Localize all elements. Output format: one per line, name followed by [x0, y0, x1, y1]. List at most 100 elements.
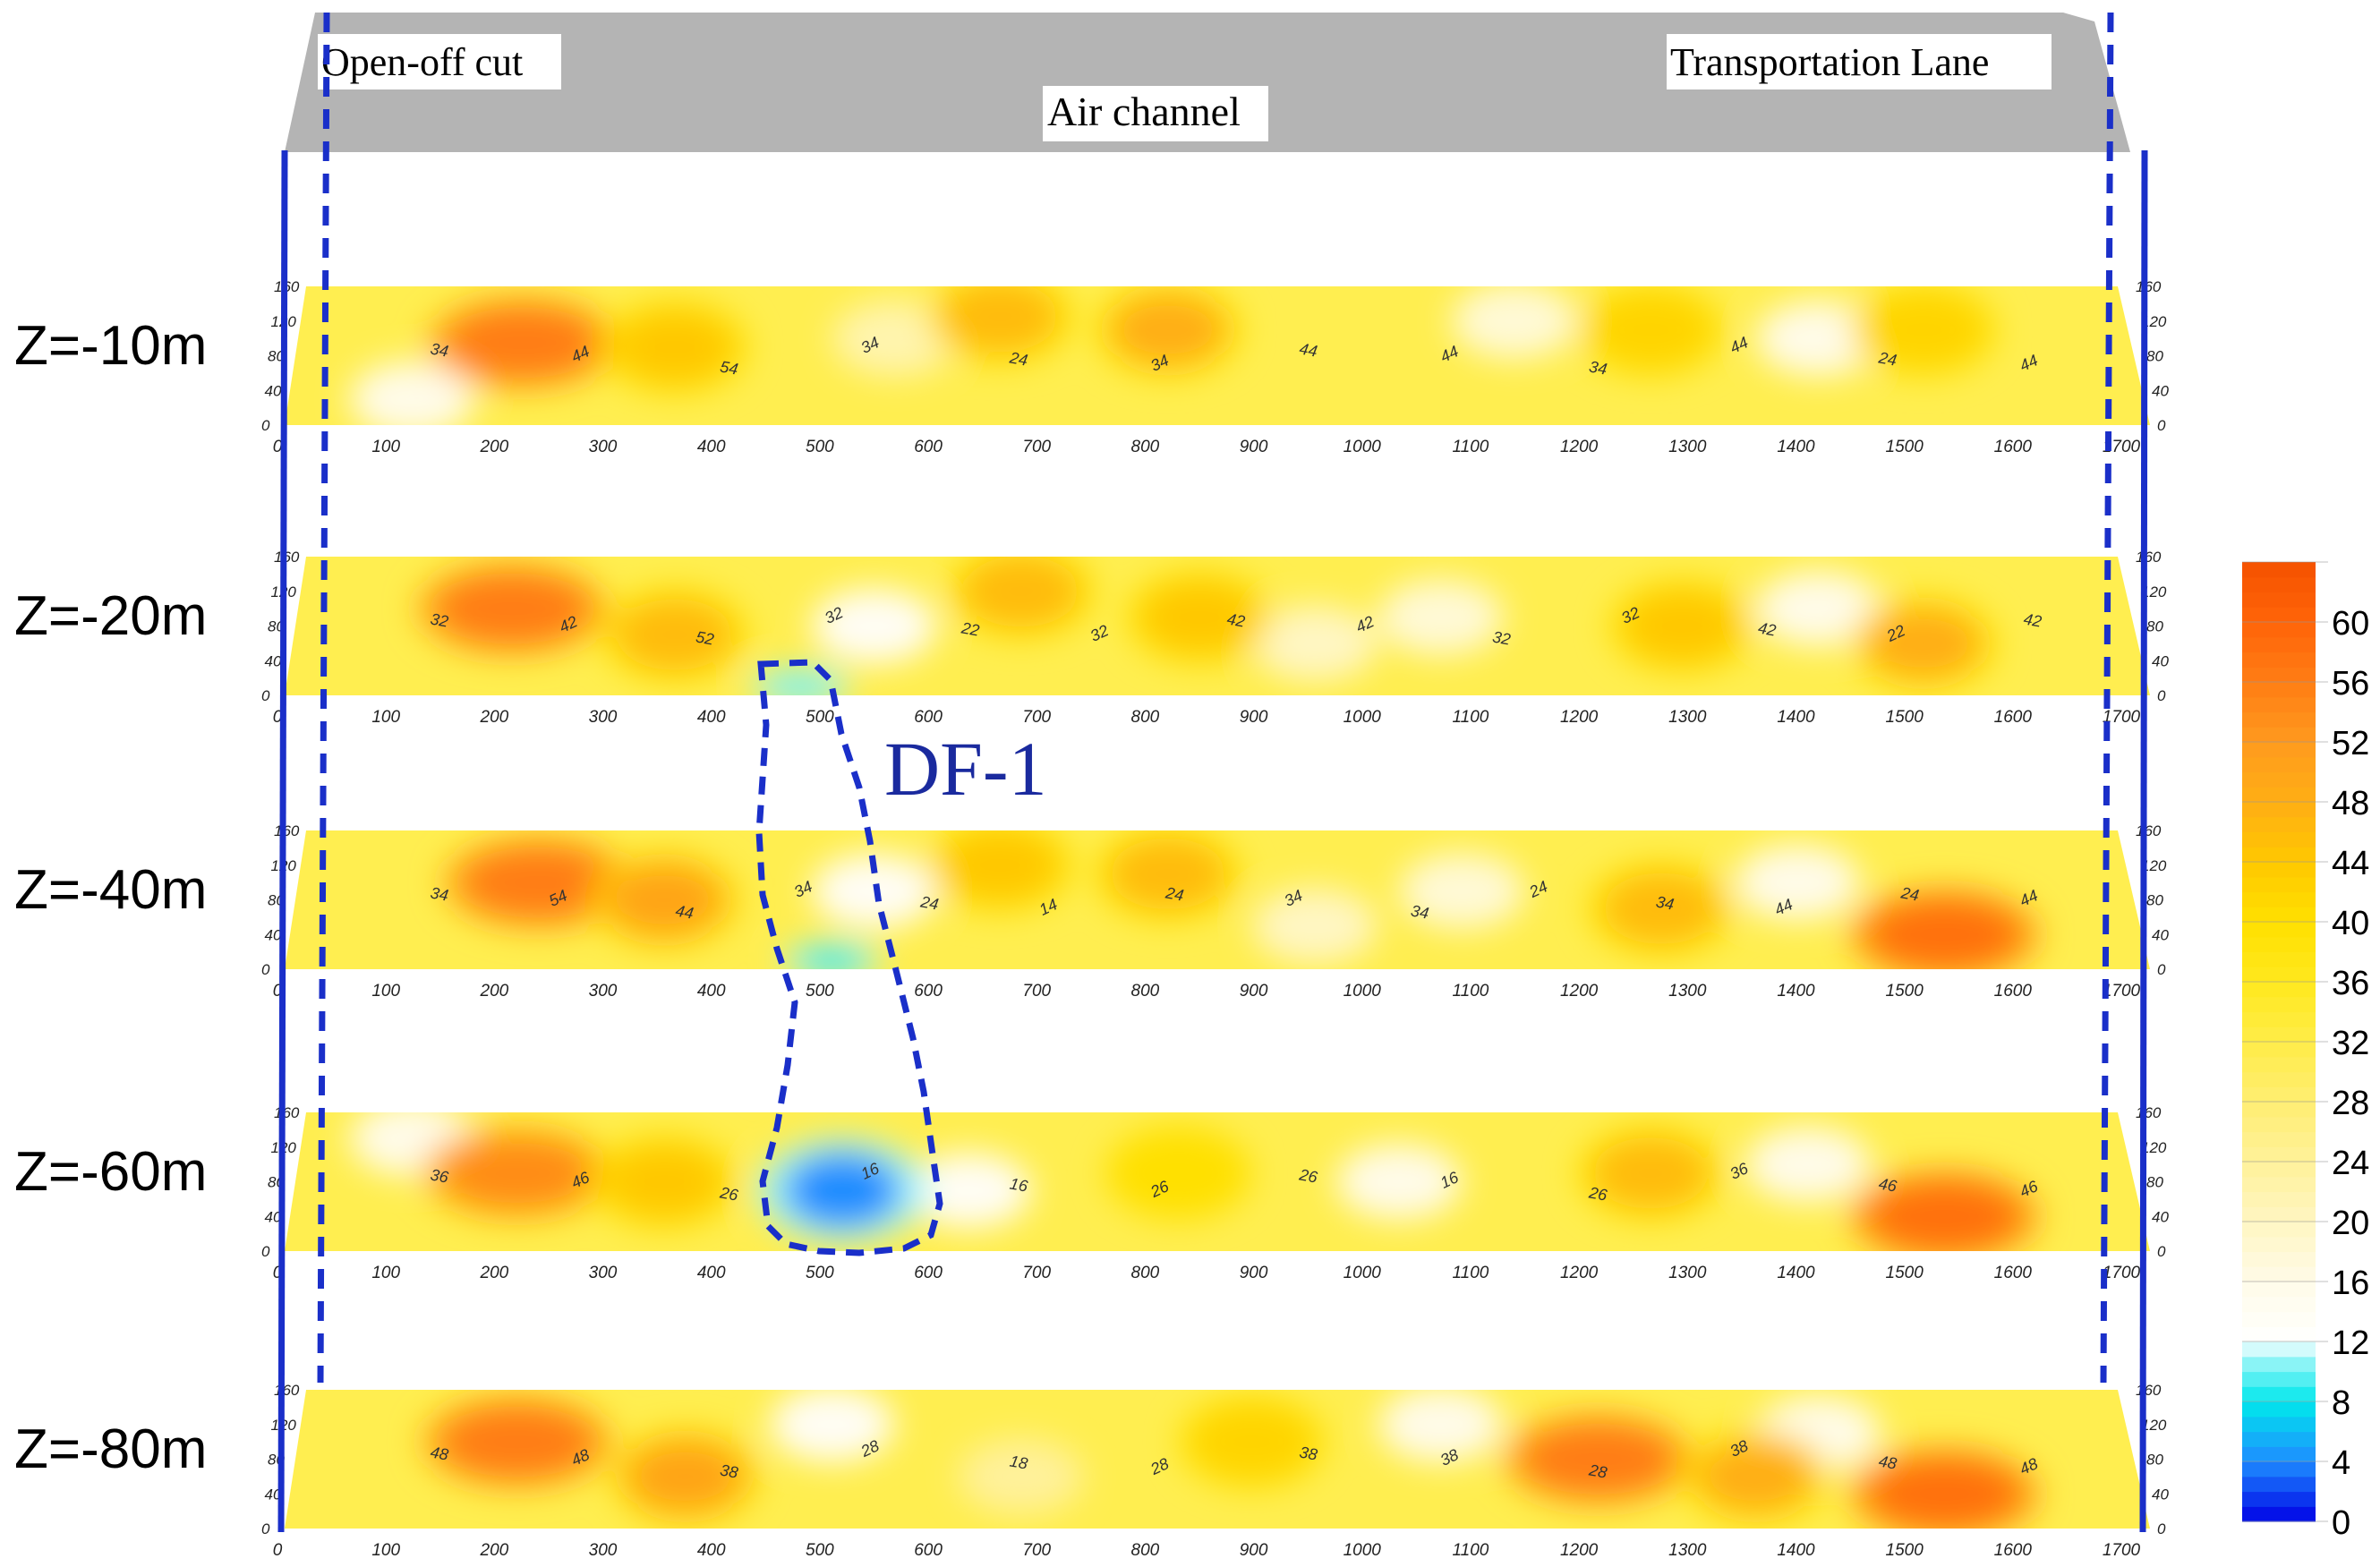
high-value-zone: [1592, 1137, 1710, 1209]
y-tick-right: 80: [2146, 1174, 2163, 1191]
contour-label: 34: [1410, 901, 1430, 922]
x-tick: 1400: [1777, 982, 1815, 1001]
cold-zone: [784, 1153, 901, 1229]
color-scale-tick: 36: [2332, 965, 2369, 1002]
high-value-zone: [1109, 838, 1226, 910]
color-scale-step: [2242, 592, 2316, 608]
color-scale-step: [2242, 727, 2316, 743]
y-tick-right: 120: [2141, 1139, 2167, 1156]
color-scale-step: [2242, 1282, 2316, 1298]
x-tick: 800: [1131, 982, 1160, 1001]
color-scale-step: [2242, 1431, 2316, 1447]
contour-label: 24: [1008, 348, 1029, 369]
x-tick: 400: [697, 982, 726, 1001]
high-value-zone: [616, 311, 733, 383]
high-value-zone: [446, 306, 599, 379]
x-tick: 1700: [2103, 708, 2141, 727]
x-tick: 1400: [1777, 1264, 1815, 1282]
y-tick-right: 40: [2152, 652, 2169, 669]
x-tick: 500: [806, 982, 834, 1001]
low-value-zone: [1399, 853, 1525, 929]
high-value-zone: [440, 1406, 593, 1478]
color-scale-step: [2242, 1056, 2316, 1073]
open-off-cut-label: Open-off cut: [321, 40, 523, 84]
depth-label: Z=-20m: [14, 585, 207, 647]
y-tick-left: 0: [261, 961, 270, 978]
x-tick: 1300: [1668, 438, 1707, 456]
low-value-zone: [1335, 1144, 1462, 1220]
y-tick-left: 0: [261, 417, 270, 434]
color-scale-tick: 4: [2332, 1444, 2350, 1482]
contour-label: 24: [1164, 883, 1185, 904]
x-tick: 300: [589, 438, 618, 456]
x-tick: 1100: [1453, 438, 1489, 456]
df1-anomaly-label: DF-1: [884, 726, 1047, 812]
color-scale-step: [2242, 847, 2316, 863]
y-tick-right: 40: [2152, 926, 2169, 943]
x-tick: 500: [806, 438, 834, 456]
depth-label: Z=-40m: [14, 859, 207, 921]
x-tick: 1400: [1777, 438, 1815, 456]
x-tick: 700: [1022, 438, 1051, 456]
right-dashed-boundary-line: [2100, 12, 2114, 1384]
x-tick: 1000: [1344, 708, 1382, 727]
color-scale-step: [2242, 1266, 2316, 1282]
color-scale-step: [2242, 1341, 2316, 1358]
x-tick: 1700: [2103, 982, 2141, 1001]
x-tick: 0: [273, 1541, 283, 1560]
contour-label: 26: [1297, 1165, 1319, 1187]
y-tick-left: 40: [265, 652, 282, 669]
open-off-cut-label-bg: [318, 34, 561, 89]
x-tick: 1000: [1344, 1541, 1382, 1560]
color-scale-step: [2242, 982, 2316, 998]
color-scale-tick: 40: [2332, 905, 2369, 942]
y-tick-right: 120: [2141, 857, 2167, 874]
y-tick-left: 0: [261, 1520, 270, 1537]
high-value-zone: [616, 599, 733, 671]
contour-label: 26: [1587, 1183, 1609, 1205]
contour-label: 24: [1877, 348, 1898, 369]
cold-zone: [798, 948, 866, 969]
x-tick: 100: [371, 438, 400, 456]
x-tick: 1500: [1886, 1541, 1924, 1560]
color-scale-step: [2242, 922, 2316, 938]
x-tick: 1700: [2103, 438, 2141, 456]
color-scale-tick: 44: [2332, 845, 2369, 882]
color-scale-step: [2242, 1222, 2316, 1238]
color-scale-tick: 20: [2332, 1205, 2369, 1242]
color-scale-step: [2242, 891, 2316, 907]
color-scale-step: [2242, 1326, 2316, 1342]
air-channel-label-bg: [1043, 86, 1268, 141]
x-tick: 1600: [1994, 1541, 2033, 1560]
x-tick: 1500: [1886, 708, 1924, 727]
high-value-zone: [462, 847, 615, 919]
low-value-zone: [1735, 845, 1861, 921]
low-value-zone: [349, 361, 475, 425]
color-scale-step: [2242, 862, 2316, 878]
color-scale-tick: 32: [2332, 1025, 2369, 1062]
color-scale-tick: 0: [2332, 1504, 2350, 1542]
low-value-zone: [1755, 301, 1881, 377]
color-scale-step: [2242, 607, 2316, 623]
low-value-zone: [1378, 1390, 1504, 1462]
low-value-zone: [832, 301, 958, 377]
color-scale-step: [2242, 576, 2316, 593]
x-tick: 1000: [1344, 982, 1382, 1001]
high-value-zone: [962, 557, 1079, 627]
color-scale-tick: 48: [2332, 785, 2369, 822]
color-scale-step: [2242, 1146, 2316, 1162]
depth-label: Z=-60m: [14, 1141, 207, 1203]
color-scale-step: [2242, 787, 2316, 803]
x-tick: 1300: [1668, 1264, 1707, 1282]
x-tick: 300: [589, 1541, 618, 1560]
y-tick-right: 0: [2157, 417, 2166, 434]
high-value-zone: [942, 286, 1059, 353]
x-tick: 1700: [2103, 1264, 2141, 1282]
x-tick: 100: [371, 1541, 400, 1560]
depth-label: Z=-10m: [14, 315, 207, 377]
x-tick: 1700: [2103, 1541, 2141, 1560]
y-tick-left: 40: [265, 1208, 282, 1225]
high-value-zone: [606, 1145, 723, 1218]
